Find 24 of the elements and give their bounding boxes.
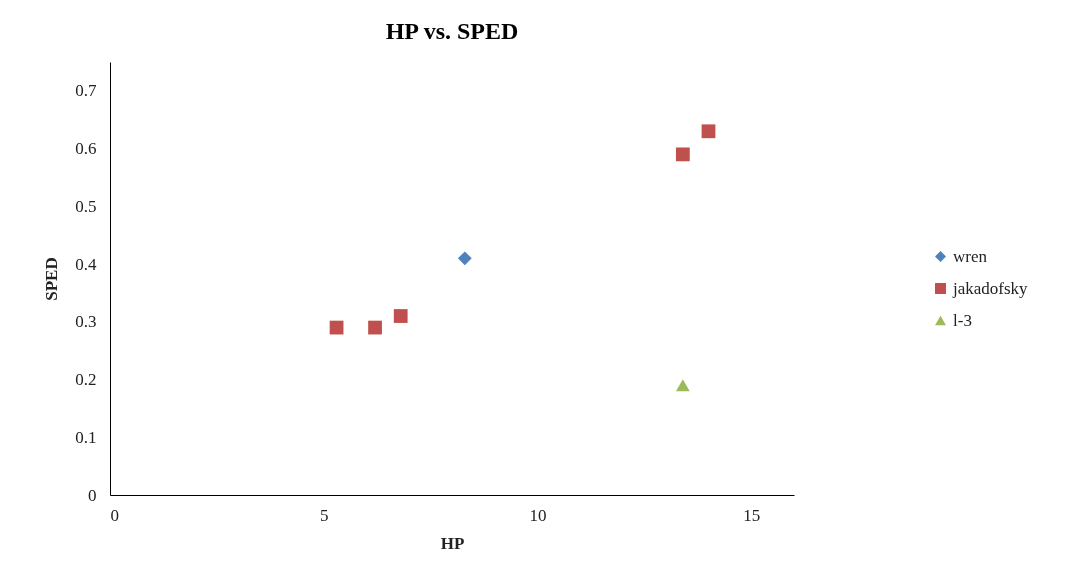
y-tick-label: 0.4 — [75, 254, 97, 274]
legend-label: wren — [953, 246, 988, 266]
y-tick-label: 0.1 — [75, 427, 97, 447]
x-tick-label: 0 — [110, 505, 119, 525]
y-tick-label: 0.5 — [75, 196, 97, 216]
point — [368, 320, 382, 335]
y-axis-title: SPED — [42, 257, 62, 301]
x-axis-title: HP — [440, 533, 465, 553]
y-tick-label: 0.7 — [75, 81, 97, 101]
point — [675, 147, 690, 162]
x-tick-label: 10 — [529, 505, 547, 525]
chart-title: HP vs. SPED — [385, 18, 519, 44]
x-tick-label: 5 — [320, 505, 329, 525]
point — [393, 309, 408, 323]
point — [701, 124, 716, 139]
y-tick-label: 0.2 — [75, 370, 97, 390]
y-tick-label: 0 — [88, 485, 97, 505]
x-tick-label: 15 — [743, 505, 761, 525]
legend-label: jakadofsky — [952, 278, 1029, 298]
y-tick-label: 0.3 — [75, 312, 97, 332]
point — [457, 251, 472, 266]
point — [675, 379, 690, 392]
legend-label: l-3 — [953, 310, 972, 330]
y-tick-label: 0.6 — [75, 139, 97, 159]
